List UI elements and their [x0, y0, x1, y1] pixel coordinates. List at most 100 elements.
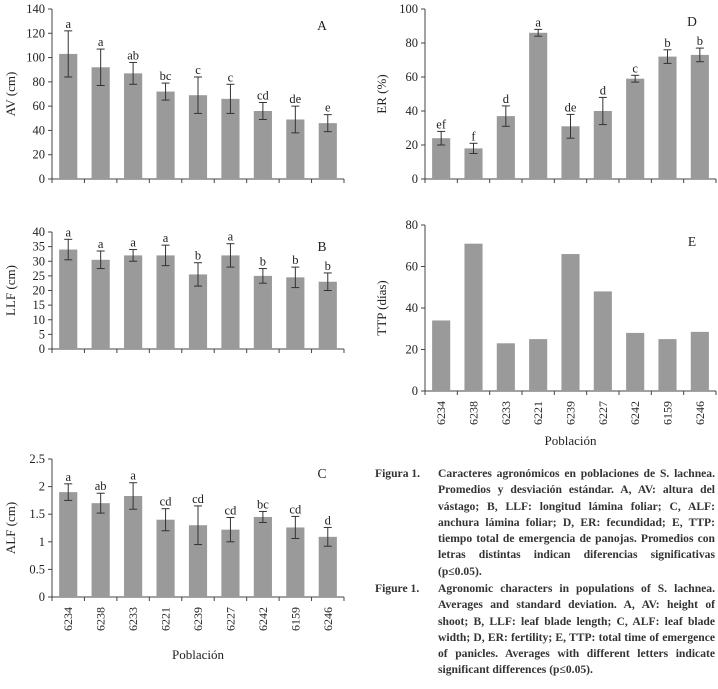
chart-c-bar	[221, 529, 240, 597]
chart-c-x-tick-label: 6242	[256, 607, 270, 631]
chart-e-y-tick-label: 80	[406, 218, 419, 232]
chart-c-x-tick-label: 6227	[223, 607, 237, 631]
chart-e-bar	[561, 254, 580, 391]
chart-d-significance-letter: de	[565, 100, 577, 114]
chart-a-y-tick-label: 80	[33, 75, 46, 89]
chart-d-significance-letter: c	[632, 61, 638, 75]
chart-c-significance-letter: d	[325, 513, 332, 527]
chart-e-x-tick-label: 6238	[467, 401, 481, 425]
chart-b-bar	[91, 259, 110, 349]
chart-e-bar	[529, 339, 548, 391]
chart-c-significance-letter: cd	[289, 502, 302, 516]
chart-e-ylabel: TTP (días)	[374, 280, 389, 335]
chart-b-bar	[124, 255, 143, 349]
chart-a-y-tick-label: 40	[33, 123, 46, 137]
chart-c-bar	[286, 527, 305, 597]
chart-b-bar	[286, 277, 305, 349]
chart-a-y-tick-label: 20	[33, 148, 46, 162]
chart-b-bar	[59, 249, 78, 349]
chart-c-significance-letter: bc	[257, 497, 269, 511]
caption-english: Figure 1. Agronomic characters in popula…	[375, 581, 715, 679]
caption-english-label: Figure 1.	[375, 582, 420, 595]
chart-e-bar	[593, 291, 612, 391]
chart-d-significance-letter: d	[600, 83, 607, 97]
chart-d-significance-letter: a	[535, 15, 541, 29]
chart-a-significance-letter: a	[98, 35, 104, 49]
chart-c-ylabel: ALF (cm)	[3, 502, 18, 554]
chart-c-x-tick-label: 6159	[288, 607, 302, 631]
chart-c-x-tick-label: 6233	[126, 607, 140, 631]
caption-spanish-text: Caracteres agronómicos en poblaciones de…	[438, 467, 715, 578]
chart-c-y-tick-label: 1	[39, 535, 45, 549]
chart-a-bar	[188, 95, 208, 179]
chart-d-significance-letter: b	[664, 36, 670, 50]
chart-e-bar	[658, 339, 677, 391]
chart-b-significance-letter: a	[65, 225, 71, 239]
chart-d-y-tick-label: 20	[406, 138, 419, 152]
chart-b-y-tick-label: 30	[33, 254, 46, 268]
chart-c-significance-letter: ab	[95, 479, 107, 493]
chart-c-bar	[124, 495, 143, 597]
chart-d-bar	[561, 126, 580, 179]
chart-a-significance-letter: c	[195, 63, 201, 77]
chart-c-significance-letter: cd	[160, 495, 173, 509]
chart-c-y-tick-label: 2	[39, 480, 45, 494]
chart-a-bar	[59, 53, 78, 179]
chart-d-y-tick-label: 100	[399, 2, 418, 16]
chart-a-bar	[253, 111, 272, 179]
chart-e-y-tick-label: 60	[406, 260, 419, 274]
chart-a-bar	[221, 98, 240, 179]
chart-e-y-tick-label: 0	[412, 384, 418, 398]
chart-a-panel-label: A	[317, 18, 327, 33]
chart-e-bar	[626, 332, 645, 391]
chart-b-y-tick-label: 10	[33, 313, 46, 327]
chart-d-bar	[626, 78, 645, 179]
chart-e-y-tick-label: 40	[406, 301, 419, 315]
chart-b-y-tick-label: 0	[39, 342, 45, 356]
chart-e-bar	[464, 243, 483, 391]
chart-a-y-tick-label: 140	[26, 2, 45, 16]
chart-b-y-tick-label: 15	[33, 298, 46, 312]
chart-d-bar	[529, 32, 548, 179]
chart-b-significance-letter: b	[325, 259, 331, 273]
caption-spanish-label: Figura 1.	[375, 467, 421, 480]
chart-d-significance-letter: ef	[436, 117, 447, 131]
chart-c-x-tick-label: 6246	[321, 607, 335, 631]
chart-c-x-tick-label: 6234	[61, 607, 75, 631]
chart-a-significance-letter: e	[325, 101, 331, 115]
chart-a-significance-letter: bc	[160, 69, 172, 83]
chart-a-significance-letter: de	[289, 92, 301, 106]
chart-b-y-tick-label: 35	[33, 240, 46, 254]
chart-b-significance-letter: a	[228, 230, 234, 244]
chart-d-bar	[690, 54, 709, 179]
chart-b-y-tick-label: 40	[33, 225, 46, 239]
chart-e-panel-label: E	[688, 234, 696, 249]
chart-d-y-tick-label: 60	[406, 70, 419, 84]
chart-c-bar	[156, 519, 175, 597]
chart-a-y-tick-label: 100	[26, 51, 45, 65]
chart-d-y-tick-label: 80	[406, 36, 419, 50]
chart-a-significance-letter: c	[228, 70, 234, 84]
chart-e-bar	[496, 343, 515, 391]
chart-c-bar	[91, 503, 110, 597]
chart-b-bar	[221, 255, 240, 349]
chart-d-bar	[464, 148, 483, 179]
chart-d-significance-letter: d	[503, 92, 510, 106]
chart-b-y-tick-label: 5	[39, 327, 45, 341]
chart-a-bar	[318, 123, 337, 179]
chart-d-panel-label: D	[687, 14, 697, 29]
chart-c-y-tick-label: 1.5	[29, 507, 45, 521]
chart-c-y-tick-label: 0.5	[29, 562, 45, 576]
chart-c-y-tick-label: 2.5	[29, 452, 45, 466]
chart-b-y-tick-label: 25	[33, 269, 46, 283]
chart-a-y-tick-label: 0	[39, 172, 45, 186]
chart-e-x-tick-label: 6233	[499, 401, 513, 425]
chart-e-x-tick-label: 6227	[596, 401, 610, 425]
chart-d-ylabel: ER (%)	[374, 74, 389, 113]
chart-e-x-tick-label: 6221	[531, 401, 545, 425]
chart-c-y-tick-label: 0	[39, 590, 45, 604]
chart-c-x-tick-label: 6238	[94, 607, 108, 631]
chart-a-bar	[124, 73, 143, 179]
chart-c-significance-letter: a	[130, 469, 136, 483]
chart-a-ylabel: AV (cm)	[3, 72, 18, 117]
